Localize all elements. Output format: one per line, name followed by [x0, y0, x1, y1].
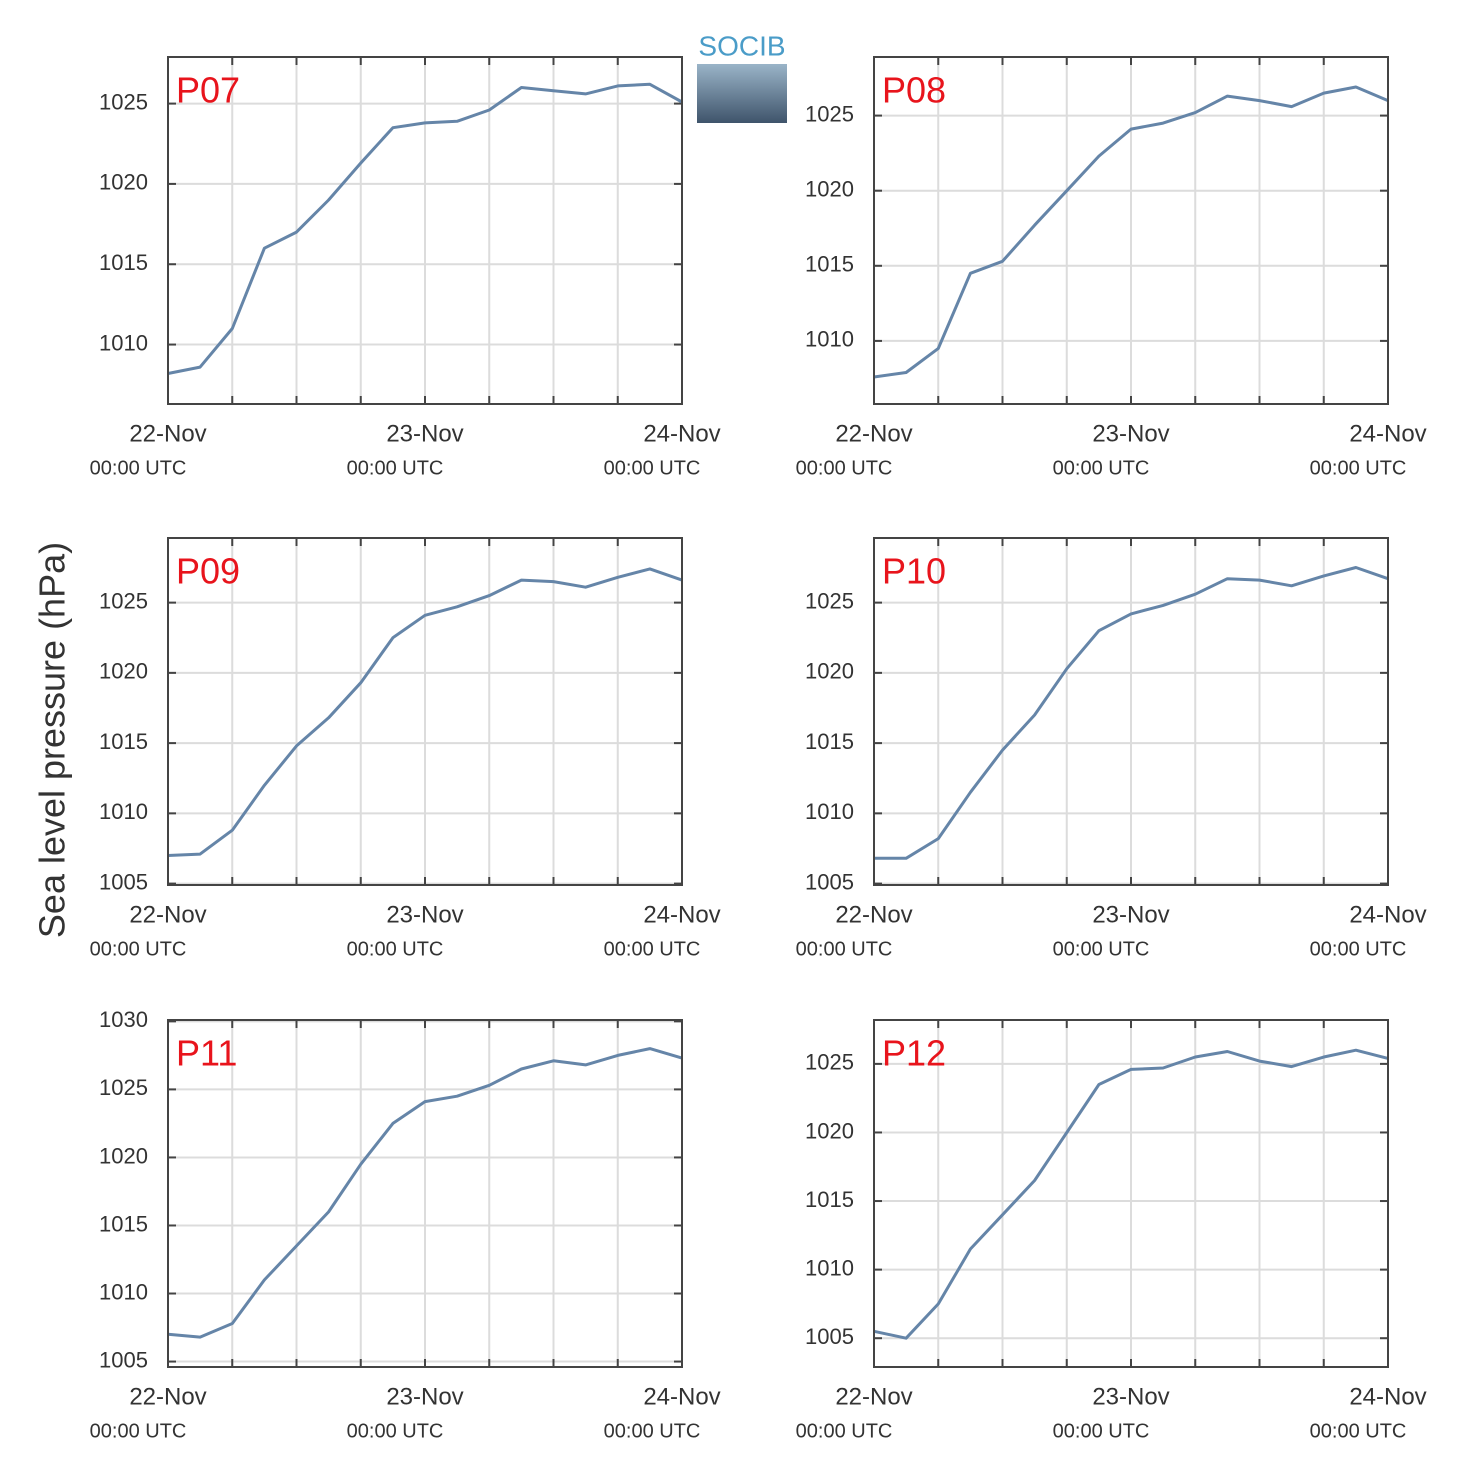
y-tick-label: 1025 — [99, 89, 148, 114]
panel-title: P12 — [882, 1033, 946, 1074]
x-tick-label: 22-Nov — [129, 901, 206, 928]
x-tick-label: 24-Nov — [643, 901, 720, 928]
x-tick-label: 24-Nov — [1349, 901, 1426, 928]
y-tick-label: 1025 — [99, 588, 148, 613]
x-tick-sublabel: 00:00 UTC — [1310, 457, 1407, 479]
x-tick-label: 22-Nov — [835, 420, 912, 447]
series-line — [874, 566, 1389, 860]
x-tick-sublabel: 00:00 UTC — [1053, 457, 1150, 479]
y-axis-label: Sea level pressure (hPa) — [32, 542, 73, 938]
plot-frame — [873, 537, 1389, 886]
x-tick-sublabel: 00:00 UTC — [347, 457, 444, 479]
y-tick-label: 1005 — [99, 1347, 148, 1372]
panel: 1005 1010 1015 1020 1025 22-Nov 00:00 UTC 23-No… — [90, 537, 721, 960]
y-tick-label: 1015 — [805, 1187, 854, 1212]
y-tick-label: 1020 — [805, 1118, 854, 1143]
y-tick-label: 1030 — [99, 1007, 148, 1032]
y-tick-label: 1015 — [99, 250, 148, 275]
x-tick-sublabel: 00:00 UTC — [1053, 1420, 1150, 1442]
y-tick-label: 1010 — [805, 327, 854, 352]
y-tick-label: 1020 — [805, 177, 854, 202]
x-tick-sublabel: 00:00 UTC — [1310, 938, 1407, 960]
y-tick-label: 1020 — [99, 1143, 148, 1168]
y-tick-label: 1010 — [99, 330, 148, 355]
x-tick-label: 24-Nov — [643, 420, 720, 447]
x-tick-label: 22-Nov — [835, 1383, 912, 1410]
x-tick-sublabel: 00:00 UTC — [1053, 938, 1150, 960]
x-tick-label: 23-Nov — [1092, 1383, 1169, 1410]
logo-text: SOCIB — [698, 30, 785, 61]
x-tick-sublabel: 00:00 UTC — [347, 1420, 444, 1442]
y-tick-label: 1020 — [805, 659, 854, 684]
x-tick-label: 23-Nov — [386, 901, 463, 928]
x-tick-label: 24-Nov — [1349, 420, 1426, 447]
x-tick-label: 24-Nov — [1349, 1383, 1426, 1410]
x-tick-sublabel: 00:00 UTC — [1310, 1420, 1407, 1442]
y-tick-label: 1005 — [99, 869, 148, 894]
logo: SOCIB — [697, 30, 787, 123]
y-tick-label: 1025 — [805, 101, 854, 126]
y-tick-label: 1020 — [99, 170, 148, 195]
series-line — [167, 82, 683, 375]
y-tick-label: 1025 — [99, 1075, 148, 1100]
plot-frame — [167, 1019, 683, 1368]
y-tick-label: 1015 — [805, 729, 854, 754]
plot-frame — [873, 56, 1389, 405]
panel-title: P10 — [882, 551, 946, 592]
series-line — [167, 1047, 683, 1339]
panel-title: P09 — [176, 551, 240, 592]
series-line — [167, 567, 683, 857]
panel: 1005 1010 1015 1020 1025 22-Nov 00:00 UTC 23-No… — [796, 537, 1427, 960]
x-tick-sublabel: 00:00 UTC — [796, 457, 893, 479]
panel-title: P11 — [176, 1033, 237, 1074]
y-tick-label: 1025 — [805, 588, 854, 613]
x-tick-label: 24-Nov — [643, 1383, 720, 1410]
x-tick-sublabel: 00:00 UTC — [90, 457, 187, 479]
panel: 1010 1015 1020 1025 22-Nov 00:00 UTC 23-Nov 00:… — [796, 56, 1427, 479]
y-tick-label: 1010 — [99, 799, 148, 824]
panel-title: P07 — [176, 70, 240, 111]
x-tick-label: 23-Nov — [1092, 901, 1169, 928]
x-tick-sublabel: 00:00 UTC — [604, 457, 701, 479]
plot-frame — [873, 1019, 1389, 1368]
x-tick-label: 22-Nov — [129, 420, 206, 447]
plot-frame — [167, 537, 683, 886]
y-tick-label: 1020 — [99, 659, 148, 684]
panel: 1005 1010 1015 1020 1025 22-Nov 00:00 UTC 23-No… — [796, 1019, 1427, 1442]
panel: 1005 1010 1015 1020 1025 1030 22-Nov 00:00 UTC 2… — [90, 1007, 721, 1442]
x-tick-label: 22-Nov — [129, 1383, 206, 1410]
series-line — [873, 1048, 1389, 1340]
x-tick-label: 23-Nov — [386, 1383, 463, 1410]
y-tick-label: 1005 — [805, 869, 854, 894]
y-tick-label: 1010 — [99, 1279, 148, 1304]
logo-image — [697, 64, 787, 123]
plot-frame — [167, 56, 683, 405]
panel-title: P08 — [882, 70, 946, 111]
x-tick-sublabel: 00:00 UTC — [604, 1420, 701, 1442]
x-tick-label: 23-Nov — [386, 420, 463, 447]
y-tick-label: 1015 — [99, 1211, 148, 1236]
x-tick-label: 23-Nov — [1092, 420, 1169, 447]
y-tick-label: 1010 — [805, 1255, 854, 1280]
x-tick-sublabel: 00:00 UTC — [796, 1420, 893, 1442]
x-tick-sublabel: 00:00 UTC — [796, 938, 893, 960]
y-tick-label: 1015 — [99, 729, 148, 754]
y-tick-label: 1005 — [805, 1324, 854, 1349]
x-tick-sublabel: 00:00 UTC — [604, 938, 701, 960]
y-tick-label: 1010 — [805, 799, 854, 824]
y-tick-label: 1015 — [805, 252, 854, 277]
series-line — [873, 85, 1389, 379]
x-tick-sublabel: 00:00 UTC — [90, 938, 187, 960]
y-tick-label: 1025 — [805, 1050, 854, 1075]
panel: 1010 1015 1020 1025 22-Nov 00:00 UTC 23-Nov 00:… — [90, 56, 721, 479]
x-tick-sublabel: 00:00 UTC — [90, 1420, 187, 1442]
x-tick-label: 22-Nov — [835, 901, 912, 928]
x-tick-sublabel: 00:00 UTC — [347, 938, 444, 960]
